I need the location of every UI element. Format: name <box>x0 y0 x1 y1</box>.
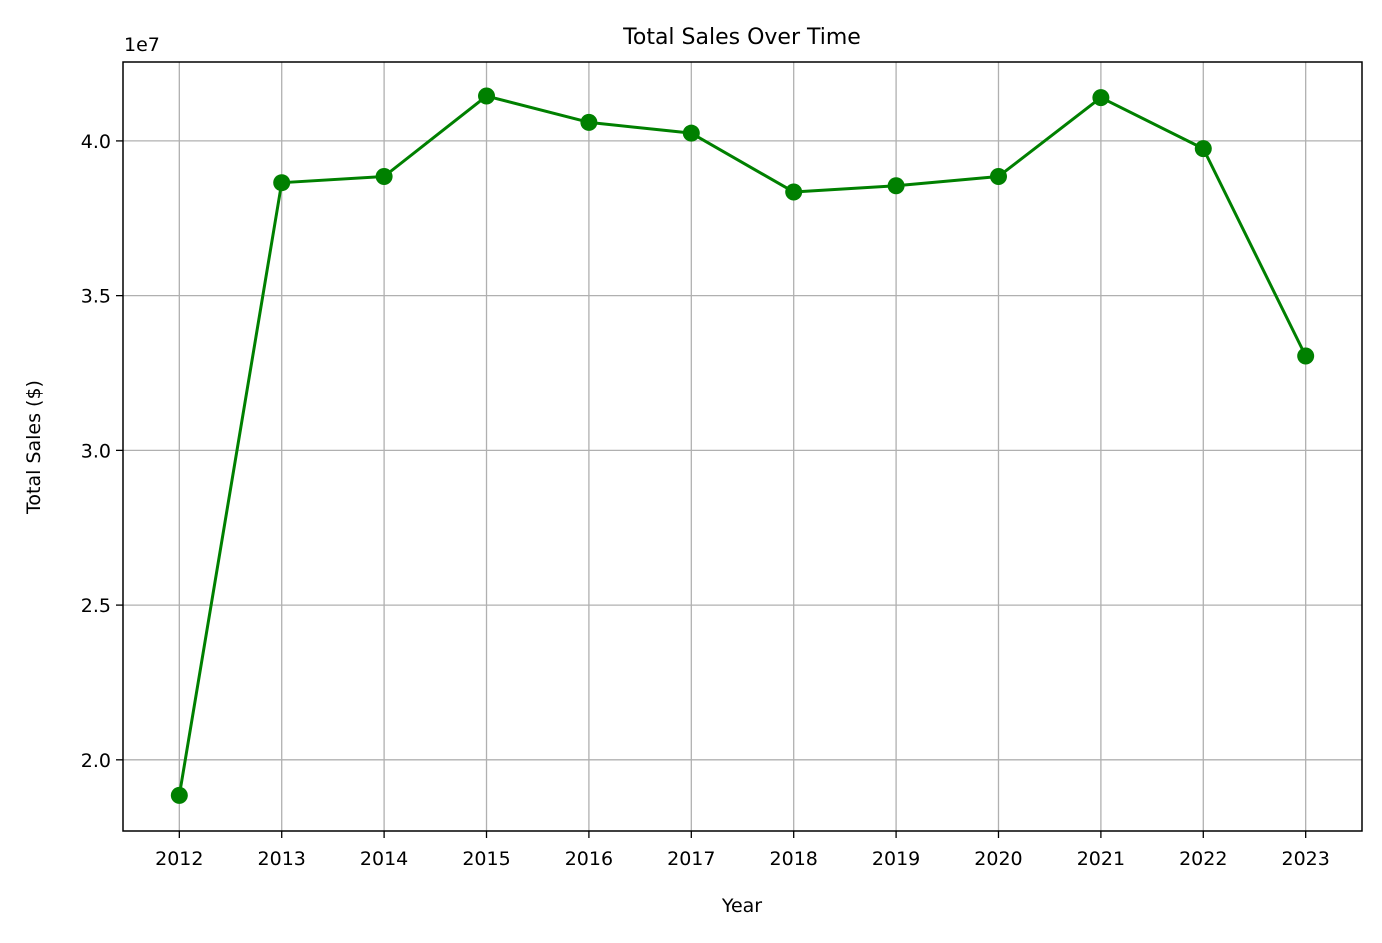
data-point-marker <box>273 174 291 192</box>
x-tick-label: 2018 <box>770 848 818 870</box>
y-tick-label: 2.0 <box>81 750 111 772</box>
x-tick-label: 2022 <box>1179 848 1227 870</box>
plot-frame <box>122 61 1363 832</box>
y-axis-label: Total Sales ($) <box>23 380 45 515</box>
grid-lines <box>123 62 1362 831</box>
y-tick-label: 2.5 <box>81 595 111 617</box>
data-point-marker <box>375 167 393 185</box>
x-tick-label: 2017 <box>667 848 715 870</box>
chart-title: Total Sales Over Time <box>622 25 861 50</box>
y-tick-label: 4.0 <box>81 131 111 153</box>
x-axis-label: Year <box>721 895 762 917</box>
x-tick-label: 2020 <box>974 848 1022 870</box>
x-tick-label: 2021 <box>1077 848 1125 870</box>
x-tick-label: 2023 <box>1282 848 1330 870</box>
sales-line <box>177 94 1308 796</box>
data-point-marker <box>170 786 188 804</box>
x-tick-label: 2019 <box>872 848 920 870</box>
x-tick-label: 2014 <box>360 848 408 870</box>
axes: 2012 2013 2014 2015 2016 2017 2018 2019 2020 2021… <box>81 61 1363 870</box>
y-tick-label: 3.5 <box>81 286 111 308</box>
data-point-marker <box>1297 347 1315 365</box>
data-point-marker <box>785 183 803 201</box>
y-tick-label: 3.0 <box>81 440 111 462</box>
x-tick-label: 2012 <box>155 848 203 870</box>
y-axis-offset-label: 1e7 <box>124 34 160 56</box>
data-point-marker <box>887 177 905 195</box>
data-point-marker <box>1194 140 1212 158</box>
x-tick-label: 2016 <box>565 848 613 870</box>
x-tick-label: 2015 <box>462 848 510 870</box>
data-point-marker <box>580 113 598 131</box>
sales-series <box>170 87 1315 804</box>
data-point-marker <box>478 87 496 105</box>
x-tick-label: 2013 <box>258 848 306 870</box>
data-point-marker <box>989 167 1007 185</box>
data-point-marker <box>1092 89 1110 107</box>
data-point-marker <box>682 124 700 142</box>
